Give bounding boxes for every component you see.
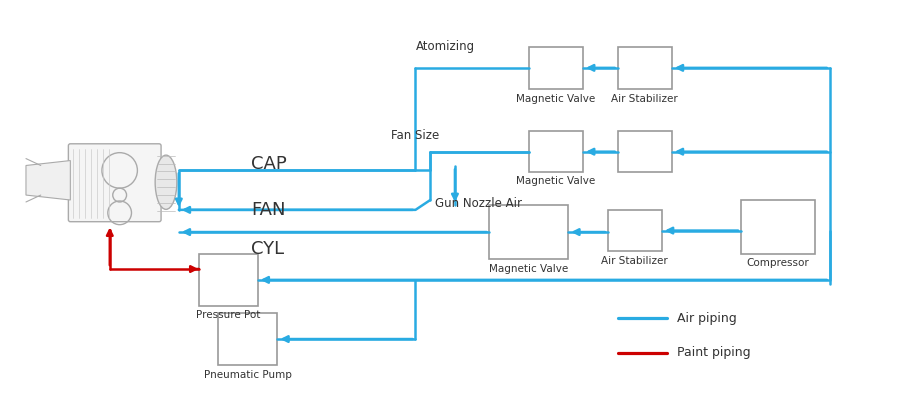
Text: Atomizing: Atomizing: [416, 40, 474, 53]
Text: FAN: FAN: [251, 201, 285, 219]
Text: CAP: CAP: [251, 154, 286, 172]
Text: Magnetic Valve: Magnetic Valve: [516, 176, 595, 186]
Bar: [529, 131, 583, 172]
Bar: [741, 200, 814, 254]
Bar: [199, 254, 257, 306]
Bar: [490, 205, 568, 259]
Text: Fan Size: Fan Size: [391, 129, 439, 142]
Bar: [219, 314, 277, 365]
Text: Air piping: Air piping: [677, 312, 736, 325]
Polygon shape: [26, 160, 70, 200]
Bar: [617, 131, 672, 172]
Text: Air Stabilizer: Air Stabilizer: [601, 256, 668, 266]
Text: Air Stabilizer: Air Stabilizer: [611, 94, 678, 104]
Text: Paint piping: Paint piping: [677, 346, 751, 359]
Text: Pressure Pot: Pressure Pot: [196, 310, 260, 320]
Text: Magnetic Valve: Magnetic Valve: [516, 94, 595, 104]
Text: Magnetic Valve: Magnetic Valve: [490, 264, 569, 274]
Text: Pneumatic Pump: Pneumatic Pump: [204, 370, 292, 380]
Bar: [617, 47, 672, 88]
Text: Gun Nozzle Air: Gun Nozzle Air: [436, 197, 522, 210]
Text: Compressor: Compressor: [746, 258, 809, 268]
Bar: [529, 47, 583, 88]
FancyBboxPatch shape: [68, 144, 161, 222]
Text: CYL: CYL: [251, 240, 284, 258]
Bar: [608, 210, 662, 251]
Ellipse shape: [155, 155, 176, 209]
